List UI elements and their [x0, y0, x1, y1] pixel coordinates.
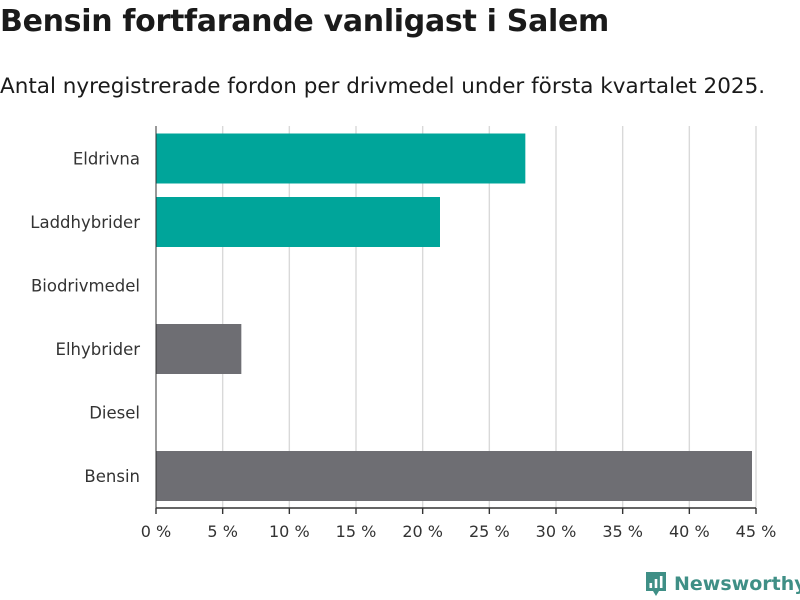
- x-tick-label: 35 %: [602, 522, 643, 541]
- x-tick-label: 10 %: [269, 522, 310, 541]
- x-tick-label: 20 %: [402, 522, 443, 541]
- category-label: Elhybrider: [56, 340, 141, 359]
- category-label: Laddhybrider: [30, 213, 140, 232]
- bars: [156, 133, 752, 501]
- category-label: Bensin: [84, 467, 140, 486]
- x-tick-label: 45 %: [736, 522, 777, 541]
- x-tick-label: 0 %: [141, 522, 171, 541]
- newsworthy-logo-icon: [646, 572, 666, 596]
- bar: [156, 133, 526, 184]
- category-label: Eldrivna: [73, 150, 140, 169]
- grid-lines: [221, 126, 757, 508]
- brand-name: Newsworthy: [674, 573, 800, 595]
- x-tick-label: 5 %: [207, 522, 237, 541]
- bar: [156, 324, 242, 374]
- x-tick-label: 25 %: [469, 522, 510, 541]
- bar: [156, 197, 440, 247]
- category-label: Biodrivmedel: [31, 277, 140, 296]
- newsworthy-logo[interactable]: Newsworthy: [644, 570, 800, 598]
- chart-subtitle: Antal nyregistrerade fordon per drivmede…: [0, 74, 766, 99]
- category-label: Diesel: [89, 404, 140, 423]
- x-tick-label: 40 %: [669, 522, 710, 541]
- x-axis: 0 % 5 % 10 % 15 % 20 % 25 % 30 % 35 % 40 % 45 %: [141, 126, 777, 541]
- x-tick-label: 30 %: [536, 522, 577, 541]
- category-labels: Eldrivna Laddhybrider Biodrivmedel Elhybrid…: [30, 150, 140, 487]
- chart-title: Bensin fortfarande vanligast i Salem: [0, 4, 610, 39]
- x-tick-label: 15 %: [336, 522, 377, 541]
- bar: [156, 451, 752, 501]
